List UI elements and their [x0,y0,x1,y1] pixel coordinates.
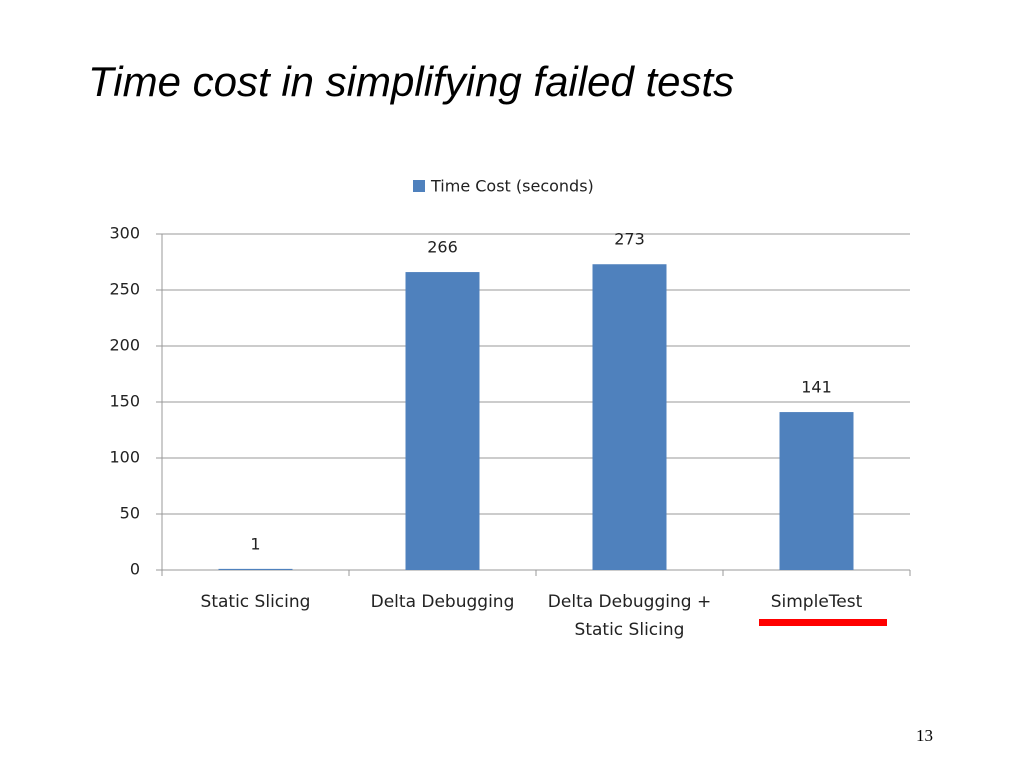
data-label: 1 [250,534,260,553]
bar [405,272,480,570]
y-tick-label: 150 [109,392,140,411]
y-tick-label: 0 [130,560,140,579]
bar [779,412,854,570]
legend-label: Time Cost (seconds) [430,177,594,196]
x-tick-label: SimpleTest [770,592,863,612]
x-tick-label: Static Slicing [200,592,311,612]
y-tick-label: 200 [109,336,140,355]
data-label: 141 [801,378,832,397]
data-label: 266 [427,238,458,257]
y-tick-label: 100 [109,448,140,467]
bar [592,264,667,570]
page-number: 13 [916,726,933,745]
slide-title: Time cost in simplifying failed tests [88,58,735,105]
bar [218,568,293,570]
y-tick-label: 50 [120,504,140,523]
y-tick-label: 300 [109,224,140,243]
y-tick-label: 250 [109,280,140,299]
highlight-underline [759,619,887,626]
legend-swatch [413,180,425,192]
x-tick-label: Delta Debugging [370,592,515,612]
x-tick-label: Delta Debugging + Static Slicing [547,592,712,640]
data-label: 273 [614,230,645,249]
